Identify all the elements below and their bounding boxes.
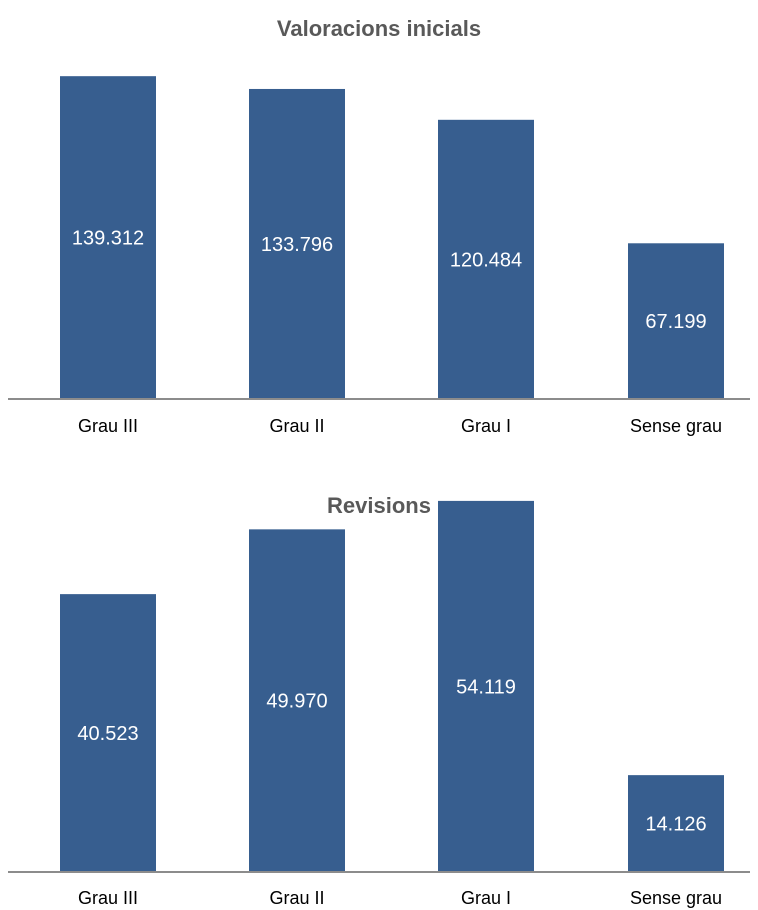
data-label: 133.796 bbox=[261, 234, 333, 256]
chart-revisions: Revisions 40.523 49.970 54.119 14.126 Grau … bbox=[8, 493, 750, 908]
data-label: 54.119 bbox=[456, 676, 516, 698]
chart-title: Valoracions inicials bbox=[277, 16, 481, 41]
bar-grau-iii bbox=[60, 594, 156, 872]
data-labels: 139.312 133.796 120.484 67.199 bbox=[72, 228, 707, 334]
data-label: 40.523 bbox=[77, 723, 138, 745]
bar-grau-ii bbox=[249, 88, 345, 399]
x-tick-labels: Grau III Grau II Grau I Sense grau bbox=[78, 888, 722, 908]
bar-grau-i bbox=[438, 119, 534, 400]
bar-grau-iii bbox=[60, 76, 156, 399]
bar-grau-ii bbox=[249, 529, 345, 872]
x-tick-label: Sense grau bbox=[630, 416, 722, 436]
x-tick-label: Grau II bbox=[269, 888, 324, 908]
x-tick-labels: Grau III Grau II Grau I Sense grau bbox=[78, 416, 722, 436]
bar-sense-grau bbox=[628, 243, 724, 399]
x-tick-label: Sense grau bbox=[630, 888, 722, 908]
x-tick-label: Grau III bbox=[78, 416, 138, 436]
data-label: 49.970 bbox=[266, 691, 327, 713]
chart-title: Revisions bbox=[327, 493, 431, 518]
data-labels: 40.523 49.970 54.119 14.126 bbox=[77, 676, 706, 835]
x-tick-label: Grau II bbox=[269, 416, 324, 436]
x-tick-label: Grau I bbox=[461, 416, 511, 436]
bar-series bbox=[60, 76, 724, 400]
bar-grau-i bbox=[438, 500, 534, 872]
data-label: 139.312 bbox=[72, 228, 144, 250]
bar-sense-grau bbox=[628, 775, 724, 872]
data-label: 120.484 bbox=[450, 249, 522, 271]
chart-valoracions-inicials: Valoracions inicials 139.312 133.796 120.4… bbox=[8, 16, 750, 436]
bar-series bbox=[60, 500, 724, 872]
x-tick-label: Grau III bbox=[78, 888, 138, 908]
data-label: 67.199 bbox=[645, 311, 706, 333]
x-tick-label: Grau I bbox=[461, 888, 511, 908]
data-label: 14.126 bbox=[645, 814, 706, 836]
